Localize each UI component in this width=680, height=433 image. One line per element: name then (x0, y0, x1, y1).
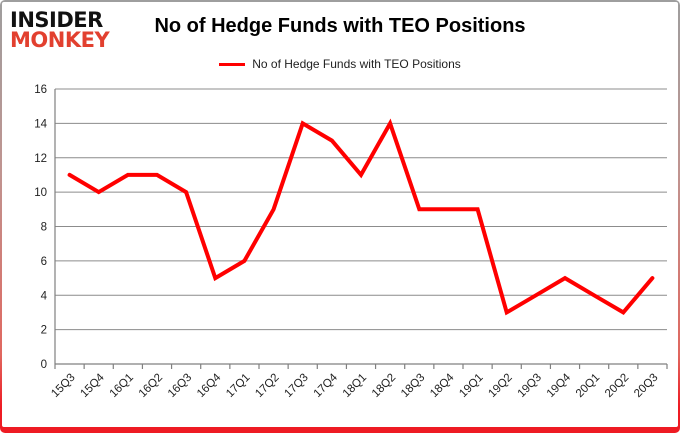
y-axis-label: 14 (34, 118, 47, 130)
y-axis-label: 4 (41, 290, 48, 302)
y-axis-label: 8 (41, 222, 47, 234)
y-axis-label: 16 (34, 84, 47, 96)
x-axis-label: 19Q2 (486, 372, 514, 400)
x-axis-label: 16Q2 (137, 372, 165, 400)
y-axis-label: 12 (34, 153, 47, 165)
logo-text-insider: INSIDER (10, 8, 103, 32)
x-axis-label: 15Q4 (78, 371, 107, 400)
x-axis-label: 20Q1 (574, 372, 602, 400)
x-axis-label: 20Q3 (632, 372, 660, 400)
x-axis-label: 18Q3 (399, 372, 427, 400)
x-axis-label: 18Q2 (370, 372, 398, 400)
legend-label: No of Hedge Funds with TEO Positions (252, 57, 461, 71)
y-axis-label: 10 (34, 187, 47, 199)
x-axis-label: 19Q3 (516, 372, 544, 400)
chart-title: No of Hedge Funds with TEO Positions (154, 15, 526, 37)
y-axis-label: 0 (41, 359, 47, 371)
x-axis-label: 19Q4 (545, 371, 574, 400)
x-axis-label: 19Q1 (457, 372, 485, 400)
x-axis-label: 17Q3 (282, 372, 310, 400)
x-axis-label: 17Q4 (312, 371, 341, 400)
x-axis-label: 18Q4 (428, 371, 457, 400)
data-line (67, 118, 655, 316)
x-axis-label: 16Q1 (108, 372, 136, 400)
y-axis-label: 6 (41, 256, 47, 268)
logo-text-monkey: MONKEY (10, 27, 110, 52)
x-axis-label: 16Q4 (195, 371, 224, 400)
x-axis-label: 17Q1 (224, 372, 252, 400)
x-axis-label: 15Q3 (49, 372, 77, 400)
chart-legend: No of Hedge Funds with TEO Positions (0, 57, 680, 71)
y-axis-label: 2 (41, 325, 47, 337)
x-axis-label: 17Q2 (253, 372, 281, 400)
x-axis-label: 20Q2 (603, 372, 631, 400)
x-axis-label: 16Q3 (166, 372, 194, 400)
card-background (2, 2, 678, 427)
legend-line-swatch (219, 62, 246, 66)
insider-monkey-logo: INSIDER MONKEY (10, 8, 110, 52)
x-axis-label: 18Q1 (341, 372, 369, 400)
